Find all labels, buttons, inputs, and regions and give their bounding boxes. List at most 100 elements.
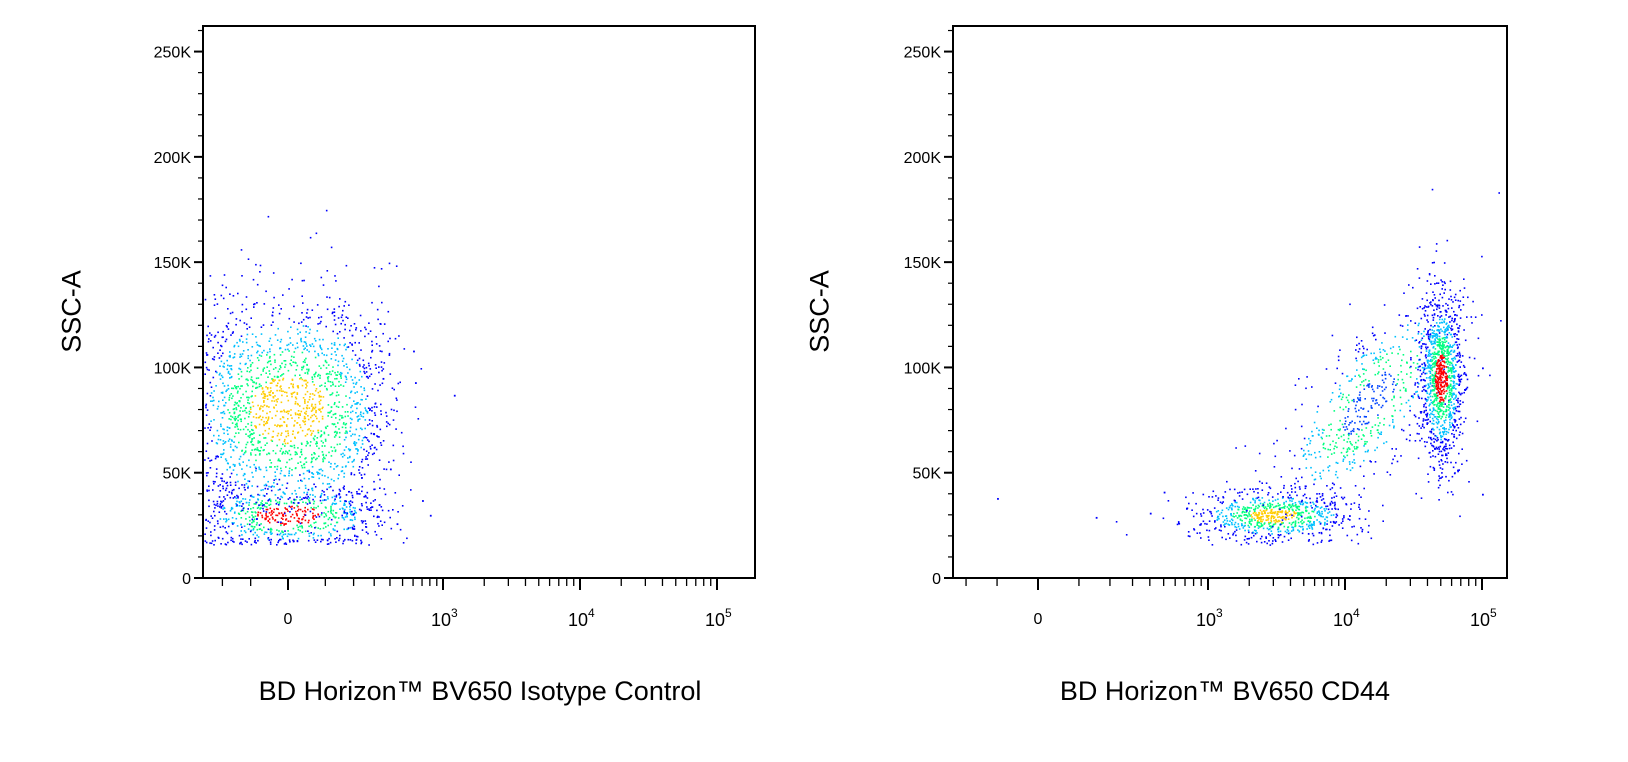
event-dot: [338, 428, 340, 430]
event-dot: [362, 366, 364, 368]
event-dot: [1356, 428, 1359, 430]
event-dot: [1393, 378, 1395, 380]
event-dot: [1358, 374, 1360, 377]
event-dot: [1304, 493, 1306, 496]
event-dot: [1373, 473, 1375, 475]
event-dot: [1381, 379, 1384, 382]
event-dot: [1432, 352, 1434, 355]
event-dot: [237, 414, 240, 417]
event-dot: [273, 407, 275, 409]
event-dot: [334, 538, 336, 540]
event-dot: [1225, 538, 1227, 541]
event-dot: [1358, 494, 1360, 496]
event-dot: [272, 518, 274, 520]
event-dot: [333, 423, 336, 425]
event-dot: [1429, 392, 1432, 394]
event-dot: [1296, 494, 1298, 497]
event-dot: [1443, 356, 1445, 359]
event-dot: [1254, 519, 1256, 521]
event-dot: [1442, 412, 1444, 415]
event-dot: [1437, 413, 1440, 415]
event-dot: [299, 522, 302, 525]
event-dot: [315, 443, 317, 445]
event-dot: [1453, 310, 1455, 313]
event-dot: [220, 391, 223, 394]
event-dot: [213, 304, 216, 306]
event-dot: [324, 522, 327, 524]
event-dot: [1327, 466, 1329, 469]
event-dot: [1413, 393, 1416, 395]
event-dot: [245, 482, 248, 485]
event-dot: [1441, 454, 1444, 457]
event-dot: [1316, 501, 1319, 503]
event-dot: [394, 492, 397, 494]
event-dot: [1453, 356, 1456, 359]
event-dot: [1435, 417, 1438, 420]
event-dot: [1302, 511, 1305, 514]
event-dot: [1376, 387, 1379, 389]
event-dot: [1408, 424, 1411, 426]
event-dot: [1448, 351, 1451, 354]
event-dot: [1316, 511, 1319, 513]
event-dot: [265, 514, 267, 517]
event-dot: [270, 324, 273, 326]
event-dot: [320, 440, 323, 442]
event-dot: [1416, 362, 1419, 365]
event-dot: [251, 440, 253, 442]
event-dot: [1254, 508, 1256, 511]
event-dot: [1443, 420, 1445, 422]
event-dot: [355, 328, 357, 331]
event-dot: [332, 529, 335, 531]
event-dot: [1431, 188, 1434, 191]
event-dot: [206, 442, 209, 445]
event-dot: [1432, 382, 1434, 385]
event-dot: [1283, 525, 1286, 528]
event-dot: [1371, 326, 1374, 329]
event-dot: [1384, 350, 1386, 352]
event-dot: [1451, 346, 1453, 348]
event-dot: [1256, 540, 1258, 543]
event-dot: [221, 453, 223, 456]
event-dot: [330, 358, 333, 360]
event-dot: [1430, 389, 1432, 392]
event-dot: [229, 373, 231, 375]
event-dot: [206, 409, 209, 411]
event-dot: [1241, 498, 1244, 500]
event-dot: [1353, 525, 1355, 528]
event-dot: [1320, 514, 1322, 517]
event-dot: [220, 456, 222, 458]
event-dot: [343, 422, 345, 424]
event-dot: [255, 467, 257, 470]
event-dot: [237, 480, 239, 483]
event-dot: [1221, 502, 1223, 505]
event-dot: [1312, 511, 1315, 513]
event-dot: [375, 367, 377, 369]
event-dot: [233, 435, 236, 438]
event-dot: [1401, 359, 1403, 362]
event-dot: [264, 444, 267, 446]
event-dot: [1452, 411, 1454, 414]
event-dot: [299, 496, 301, 498]
event-dot: [293, 351, 296, 353]
event-dot: [1281, 497, 1284, 499]
event-dot: [285, 543, 288, 545]
event-dot: [292, 386, 295, 389]
event-dot: [294, 361, 296, 364]
event-dot: [330, 534, 332, 537]
event-dot: [322, 364, 325, 367]
event-dot: [354, 341, 356, 344]
event-dot: [1361, 429, 1363, 431]
event-dot: [1269, 502, 1271, 505]
event-dot: [348, 456, 351, 459]
event-dot: [1308, 512, 1310, 515]
event-dot: [1421, 307, 1424, 310]
event-dot: [1498, 192, 1500, 194]
event-dot: [1286, 491, 1289, 494]
event-dot: [344, 343, 346, 345]
event-dot: [1434, 395, 1436, 397]
event-dot: [381, 369, 383, 372]
event-dot: [320, 468, 322, 471]
event-dot: [296, 422, 299, 424]
event-dot: [1450, 447, 1453, 449]
event-dot: [1436, 394, 1439, 397]
